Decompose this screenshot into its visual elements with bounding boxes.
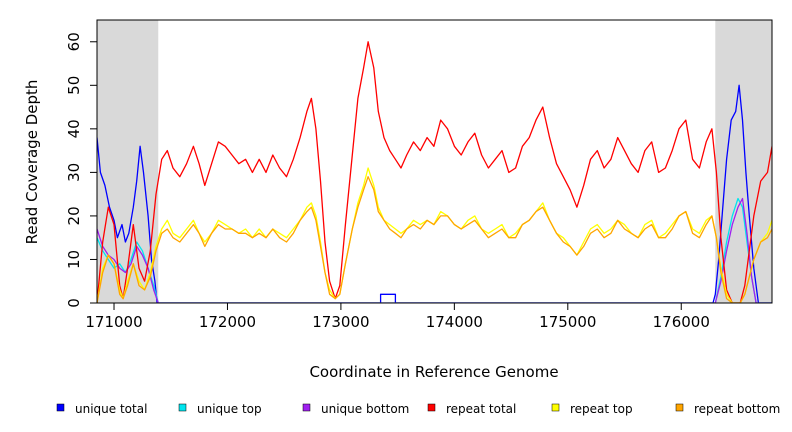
y-axis: 0 10 20 30 40 50 60 (65, 32, 97, 308)
y-tick-label: 10 (65, 250, 83, 269)
legend-item-repeat-top: repeat top (551, 402, 633, 416)
legend-swatch (56, 403, 65, 412)
legend-item-unique-top: unique top (178, 402, 262, 416)
y-axis-title: Read Coverage Depth (23, 80, 41, 245)
legend-item-unique-bottom: unique bottom (302, 402, 409, 416)
plot-frame (96, 19, 773, 304)
legend-swatch (551, 403, 560, 412)
legend-swatch (675, 403, 684, 412)
y-tick-label: 50 (65, 76, 83, 95)
x-tick-label: 174000 (426, 313, 483, 331)
x-axis: 171000 172000 173000 174000 175000 176000 (85, 303, 710, 331)
x-tick-label: 172000 (199, 313, 256, 331)
legend-label: unique bottom (321, 402, 409, 416)
legend-item-repeat-total: repeat total (427, 402, 516, 416)
y-tick-label: 60 (65, 32, 83, 51)
series-line-repeat-bottom (97, 176, 772, 303)
series-line-unique-total (97, 84, 772, 303)
series-line-repeat-total (97, 41, 772, 303)
legend-label: repeat top (570, 402, 633, 416)
y-tick-label: 30 (65, 163, 83, 182)
legend-label: unique total (75, 402, 147, 416)
x-axis-title: Coordinate in Reference Genome (309, 363, 558, 381)
legend-label: repeat bottom (694, 402, 780, 416)
y-tick-label: 0 (65, 298, 83, 308)
series-line-unique-top (97, 197, 772, 303)
legend-swatch (178, 403, 187, 412)
legend: unique total unique top unique bottom repea… (56, 402, 780, 416)
shaded-region-0 (97, 20, 159, 303)
x-tick-label: 173000 (312, 313, 369, 331)
y-tick-label: 20 (65, 206, 83, 225)
legend-swatch (427, 403, 436, 412)
legend-item-unique-total: unique total (56, 402, 147, 416)
legend-swatch (302, 403, 311, 412)
x-tick-label: 175000 (539, 313, 596, 331)
plot-area (96, 19, 773, 304)
legend-item-repeat-bottom: repeat bottom (675, 402, 780, 416)
legend-label: unique top (197, 402, 262, 416)
legend-label: repeat total (446, 402, 516, 416)
x-tick-label: 171000 (85, 313, 142, 331)
series-line-repeat-top (97, 167, 772, 303)
y-tick-label: 40 (65, 119, 83, 138)
x-tick-label: 176000 (653, 313, 710, 331)
series-line-unique-bottom (97, 197, 772, 303)
